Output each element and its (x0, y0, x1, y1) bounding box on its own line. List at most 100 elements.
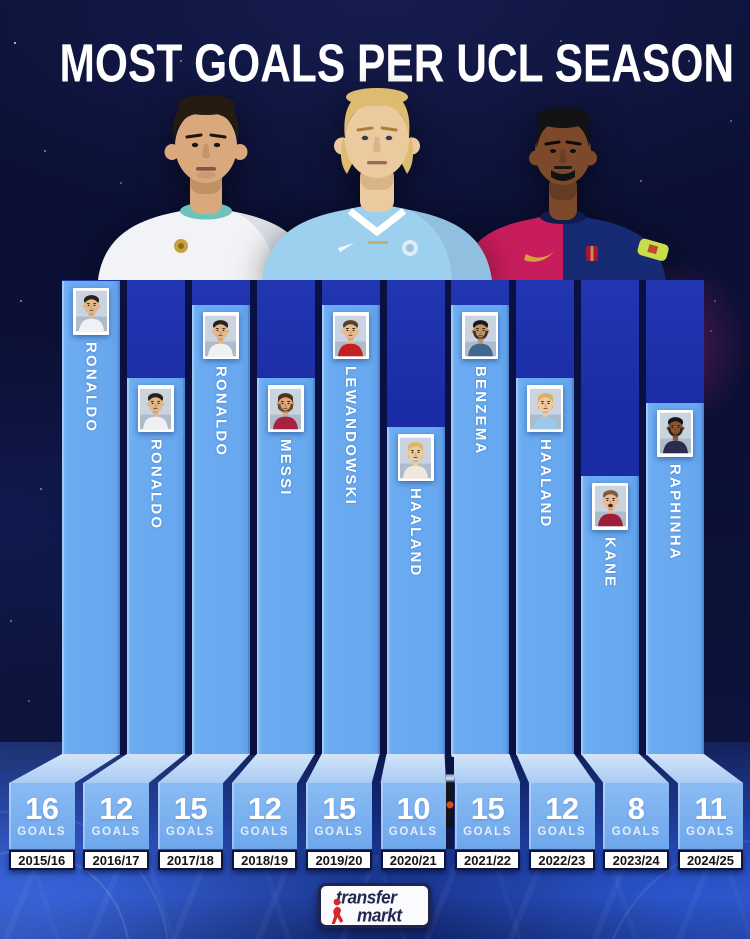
goals-unit-label: GOALS (240, 826, 290, 838)
goals-value: 8 (627, 791, 645, 826)
player-name: MESSI (257, 439, 315, 497)
bar (516, 378, 575, 755)
player-photo-image (75, 290, 107, 332)
goals-pedestal: 10 GOALS (380, 783, 446, 849)
goals-pedestal: 15 GOALS (306, 783, 372, 849)
bar (321, 305, 380, 755)
player-name-label: LEWANDOWSKI (342, 366, 360, 507)
page-title: MOST GOALS PER UCL SEASON (59, 32, 735, 94)
bar (451, 305, 510, 755)
goals-unit-label: GOALS (537, 826, 587, 838)
season-label: 2018/19 (231, 850, 298, 870)
goals-unit-label: GOALS (463, 826, 512, 838)
season-label: 2016/17 (83, 850, 149, 870)
goals-value: 12 (99, 791, 133, 826)
goals-pedestal: 16 GOALS (9, 783, 75, 849)
goals-pedestal: 15 GOALS (157, 783, 224, 849)
bar (62, 280, 120, 755)
player-name: RONALDO (192, 366, 250, 457)
goals-value: 15 (173, 791, 208, 826)
logo-player-icon (331, 898, 344, 924)
goals-value: 15 (470, 791, 505, 826)
goals-unit-label: GOALS (314, 826, 364, 838)
player-photo (657, 409, 694, 457)
player-name: KANE (581, 537, 639, 588)
player-photo (73, 287, 109, 335)
goals-pedestal: 8 GOALS (603, 783, 669, 849)
player-photo (137, 385, 174, 433)
player-name-label: KANE (601, 536, 619, 589)
player-name: RAPHINHA (646, 464, 704, 561)
haaland-portrait (262, 88, 492, 280)
player-photo (332, 312, 369, 359)
logo-text-line2: markt (357, 904, 402, 926)
player-name-label: RONALDO (212, 366, 230, 458)
player-name-label: BENZEMA (471, 366, 489, 456)
goals-pedestal: 12 GOALS (529, 783, 595, 849)
goals-value: 10 (396, 791, 431, 826)
goals-pedestal: 11 GOALS (677, 783, 744, 849)
goals-unit-label: GOALS (17, 826, 67, 838)
goals-unit-label: GOALS (91, 826, 141, 838)
player-name-label: HAALAND (407, 488, 424, 578)
player-name-label: HAALAND (536, 439, 554, 529)
player-name: RONALDO (127, 439, 185, 530)
player-name-label: MESSI (277, 439, 295, 497)
goals-value: 11 (694, 791, 727, 826)
player-photo-image (464, 315, 496, 356)
goals-unit-label: GOALS (685, 826, 735, 838)
player-photo (397, 434, 434, 481)
player-name-label: RONALDO (147, 439, 165, 531)
player-photo (462, 312, 499, 359)
season-label: 2019/20 (306, 850, 372, 870)
goals-pedestal: 12 GOALS (83, 783, 149, 849)
player-photo-image (400, 437, 431, 478)
bar (126, 378, 185, 755)
player-photo-image (659, 412, 691, 454)
player-photo (202, 312, 239, 359)
player-photo-image (205, 315, 237, 356)
stars-field (14, 42, 16, 44)
season-label: 2022/23 (529, 850, 595, 870)
season-label: 2024/25 (677, 850, 744, 870)
player-photo (592, 482, 629, 530)
bar (386, 427, 445, 755)
season-label: 2017/18 (157, 850, 224, 870)
player-name-label: RAPHINHA (666, 463, 684, 561)
goals-value: 16 (25, 791, 59, 826)
player-photo-image (594, 486, 626, 527)
player-name-label: RONALDO (82, 341, 100, 433)
player-photo (267, 385, 304, 433)
player-photo-image (335, 315, 367, 356)
goals-value: 15 (322, 791, 356, 826)
season-label: 2021/22 (454, 850, 521, 870)
raphinha-portrait (460, 108, 669, 280)
goals-unit-label: GOALS (611, 826, 661, 838)
photo-sliver-artifact (446, 757, 454, 849)
goals-unit-label: GOALS (165, 826, 215, 838)
player-photo-image (529, 388, 561, 429)
goals-pedestal: 15 GOALS (454, 783, 521, 849)
goals-value: 12 (545, 791, 579, 826)
transfermarkt-logo: transfer markt (318, 883, 431, 928)
hero-photo-haaland (252, 80, 502, 280)
goals-unit-label: GOALS (388, 826, 438, 838)
hero-photo-raphinha (448, 94, 678, 280)
bar (256, 378, 315, 755)
player-photo-image (140, 388, 172, 429)
player-name: LEWANDOWSKI (322, 366, 380, 506)
player-photo (527, 385, 564, 433)
player-photo-image (270, 388, 302, 429)
bar (191, 305, 250, 755)
bar (646, 402, 705, 755)
player-name: HAALAND (387, 488, 445, 578)
player-name: RONALDO (62, 342, 120, 433)
goals-value: 12 (247, 791, 282, 826)
goals-pedestal: 12 GOALS (231, 783, 298, 849)
season-label: 2015/16 (9, 850, 75, 870)
season-label: 2020/21 (380, 850, 446, 870)
player-name: BENZEMA (451, 366, 509, 456)
player-name: HAALAND (516, 439, 574, 529)
logo-text-line1: transfer (336, 886, 397, 908)
